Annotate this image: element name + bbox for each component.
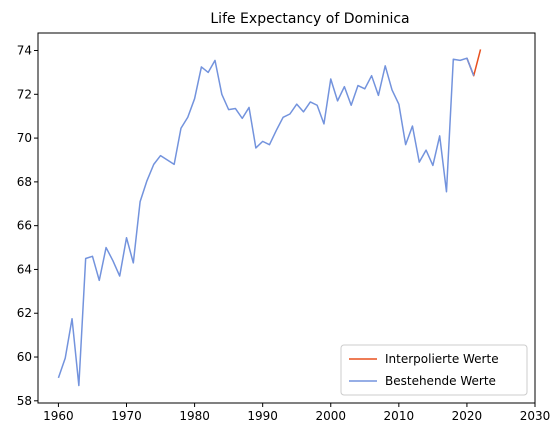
x-tick-label: 1960 xyxy=(43,409,74,423)
x-tick-label: 1980 xyxy=(179,409,210,423)
plot-lines xyxy=(57,49,482,387)
y-tick-label: 62 xyxy=(17,306,32,320)
x-axis-ticks: 1960 1970 1980 1990 2000 2010 2020 2030 xyxy=(43,403,550,423)
x-tick-label: 1970 xyxy=(111,409,142,423)
y-tick-label: 72 xyxy=(17,87,32,101)
chart-title: Life Expectancy of Dominica xyxy=(210,11,409,27)
y-tick-label: 60 xyxy=(17,350,32,364)
x-tick-label: 2030 xyxy=(520,409,551,423)
x-tick-label: 2020 xyxy=(452,409,483,423)
x-tick-label: 2010 xyxy=(384,409,415,423)
legend-box xyxy=(340,344,528,396)
legend: Interpolierte Werte Bestehende Werte xyxy=(340,344,528,396)
x-tick-label: 1990 xyxy=(247,409,278,423)
y-tick-label: 66 xyxy=(17,219,32,233)
y-tick-label: 68 xyxy=(17,175,32,189)
y-tick-label: 74 xyxy=(17,44,32,58)
plot-frame xyxy=(37,32,536,404)
legend-label-0: Interpolierte Werte xyxy=(385,352,499,366)
y-tick-label: 64 xyxy=(17,262,32,276)
y-axis-ticks: 58 60 62 64 66 68 70 72 74 xyxy=(17,44,38,408)
y-tick-label: 70 xyxy=(17,131,32,145)
x-tick-label: 2000 xyxy=(315,409,346,423)
y-tick-label: 58 xyxy=(17,394,32,408)
series-line-1 xyxy=(57,57,475,387)
legend-label-1: Bestehende Werte xyxy=(385,374,496,388)
